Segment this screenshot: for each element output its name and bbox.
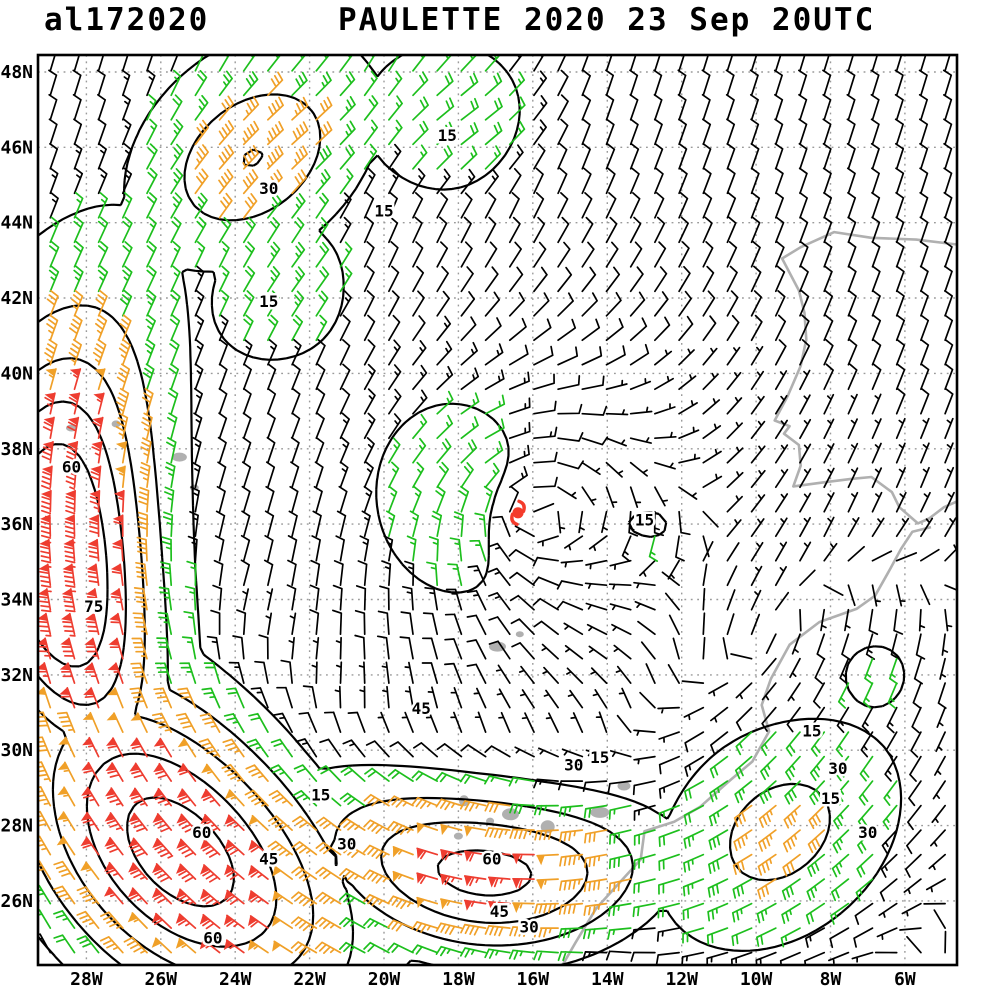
svg-text:42N: 42N [0, 288, 33, 309]
svg-text:44N: 44N [0, 213, 33, 234]
svg-text:15: 15 [821, 789, 840, 808]
svg-text:38N: 38N [0, 439, 33, 460]
svg-text:18W: 18W [442, 969, 475, 989]
contour-labels: 15 30 15 15 60 75 15 45 15 30 15 60 45 30 60 15 30 15 30 45… [59, 124, 879, 951]
svg-text:34N: 34N [0, 590, 33, 611]
svg-text:60: 60 [192, 823, 211, 842]
svg-text:8W: 8W [820, 969, 842, 989]
svg-text:12W: 12W [665, 969, 698, 989]
svg-text:60: 60 [62, 458, 81, 477]
svg-text:15: 15 [590, 748, 609, 767]
svg-text:30: 30 [564, 755, 583, 774]
svg-text:15: 15 [635, 510, 654, 529]
svg-text:45: 45 [259, 850, 278, 869]
svg-text:32N: 32N [0, 665, 33, 686]
hurricane-symbol [510, 499, 526, 526]
svg-text:75: 75 [84, 597, 103, 616]
svg-text:28W: 28W [70, 969, 103, 989]
svg-text:22W: 22W [293, 969, 326, 989]
svg-text:48N: 48N [0, 62, 33, 83]
svg-text:15: 15 [438, 126, 457, 145]
svg-text:24W: 24W [219, 969, 252, 989]
svg-text:30: 30 [828, 759, 847, 778]
svg-text:45: 45 [490, 902, 509, 921]
lon-axis-labels: 28W 26W 24W 22W 20W 18W 16W 14W 12W 10W 8W 6W [70, 969, 916, 989]
svg-text:15: 15 [374, 201, 393, 220]
svg-text:26N: 26N [0, 891, 33, 912]
coastlines [561, 230, 957, 965]
svg-text:30: 30 [337, 834, 356, 853]
lat-axis-labels: 26N 28N 30N 32N 34N 36N 38N 40N 42N 44N 46N 48N [0, 62, 33, 912]
svg-text:6W: 6W [894, 969, 916, 989]
svg-text:30: 30 [519, 917, 538, 936]
svg-text:45: 45 [412, 699, 431, 718]
svg-text:46N: 46N [0, 137, 33, 158]
svg-text:10W: 10W [740, 969, 773, 989]
wind-barbs [38, 55, 957, 965]
svg-text:36N: 36N [0, 514, 33, 535]
storm-title-label: PAULETTE 2020 23 Sep 20UTC [338, 2, 876, 38]
svg-text:28N: 28N [0, 816, 33, 837]
grid-lines [38, 55, 957, 965]
svg-text:30: 30 [858, 823, 877, 842]
svg-text:20W: 20W [368, 969, 401, 989]
svg-text:26W: 26W [145, 969, 178, 989]
svg-text:60: 60 [482, 850, 501, 869]
svg-text:30N: 30N [0, 740, 33, 761]
islands [66, 420, 631, 840]
svg-text:60: 60 [203, 929, 222, 948]
storm-id-label: al172020 [44, 2, 210, 38]
svg-text:15: 15 [311, 785, 330, 804]
svg-text:15: 15 [802, 721, 821, 740]
svg-text:15: 15 [259, 292, 278, 311]
svg-text:14W: 14W [591, 969, 624, 989]
svg-text:30: 30 [259, 179, 278, 198]
svg-text:16W: 16W [517, 969, 550, 989]
map-frame [36, 53, 959, 967]
svg-text:40N: 40N [0, 363, 33, 384]
